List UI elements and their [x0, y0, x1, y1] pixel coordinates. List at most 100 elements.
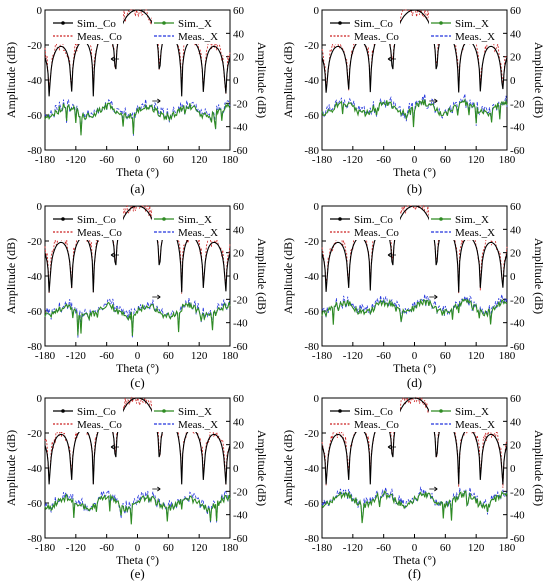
y-right-tick-label: 40	[510, 28, 522, 40]
x-tick-label: 180	[222, 154, 239, 166]
legend-sim-co-marker	[61, 409, 65, 413]
y-left-tick-label: -20	[27, 428, 42, 440]
x-tick-label: -180	[35, 154, 56, 166]
x-tick-label: -180	[312, 154, 333, 166]
y-right-tick-label: 0	[510, 463, 516, 475]
y-left-tick-label: -80	[304, 533, 319, 545]
legend-meas-x-label: Meas._X	[178, 31, 218, 43]
y-right-tick-label: 0	[233, 271, 239, 283]
legend-sim-co-label: Sim._Co	[77, 214, 116, 226]
series-sim-co	[44, 397, 231, 485]
x-tick-label: 180	[499, 154, 516, 166]
x-axis-label: Theta (°)	[393, 553, 436, 567]
y-left-axis-label: Amplitude (dB)	[281, 238, 295, 314]
legend-sim-x-marker	[162, 409, 166, 413]
legend-right-bg	[429, 210, 503, 240]
panel-caption: (b)	[407, 181, 422, 196]
chart-panel: 0 -20 -40 -60 -80 60 40 20 0 -20 -40 -60 -180 -120 -60…	[4, 201, 269, 375]
x-tick-label: 60	[440, 350, 452, 362]
y-right-tick-label: -20	[233, 486, 248, 498]
y-right-axis-label: Amplitude (dB)	[255, 238, 269, 314]
legend-meas-x-label: Meas._X	[178, 227, 218, 239]
x-tick-label: 60	[163, 154, 175, 166]
legend-sim-x-marker	[439, 217, 443, 221]
y-right-tick-label: 20	[510, 52, 522, 64]
legend-meas-co-label: Meas._Co	[354, 419, 399, 431]
chart-panel: 0 -20 -40 -60 -80 60 40 20 0 -20 -40 -60 -180 -120 -60…	[281, 393, 546, 567]
y-right-tick-label: 60	[233, 393, 245, 405]
x-tick-label: -60	[376, 542, 391, 554]
y-left-tick-label: -60	[27, 110, 42, 122]
y-left-axis-label: Amplitude (dB)	[4, 430, 18, 506]
series-sim-co	[321, 9, 508, 93]
panel-caption: (e)	[130, 566, 144, 581]
y-right-tick-label: -60	[233, 341, 248, 353]
x-tick-label: 120	[468, 350, 485, 362]
y-right-tick-label: -20	[510, 98, 525, 110]
legend-sim-x-label: Sim._X	[178, 18, 212, 30]
y-left-tick-label: -40	[27, 75, 42, 87]
right-axis-arrow	[429, 486, 438, 492]
y-right-axis-label: Amplitude (dB)	[532, 42, 546, 118]
y-left-tick-label: -20	[27, 236, 42, 248]
x-tick-label: -120	[66, 154, 87, 166]
x-tick-label: 120	[468, 542, 485, 554]
y-left-tick-label: -80	[27, 145, 42, 157]
x-tick-label: 60	[440, 542, 452, 554]
y-right-tick-label: -60	[510, 341, 525, 353]
y-right-tick-label: 0	[233, 463, 239, 475]
panel-caption: (a)	[130, 181, 144, 196]
right-axis-arrow	[429, 98, 438, 104]
y-right-axis-label: Amplitude (dB)	[532, 430, 546, 506]
series-sim-co	[321, 205, 508, 293]
legend-sim-co-label: Sim._Co	[354, 18, 393, 30]
y-right-tick-label: 40	[510, 224, 522, 236]
x-tick-label: 60	[440, 154, 452, 166]
y-right-tick-label: 20	[233, 248, 245, 260]
legend-sim-x-marker	[162, 21, 166, 25]
x-tick-label: 180	[499, 542, 516, 554]
legend-sim-co-marker	[338, 409, 342, 413]
legend-meas-co-label: Meas._Co	[77, 419, 122, 431]
x-tick-label: -120	[343, 542, 364, 554]
legend-sim-co-label: Sim._Co	[354, 406, 393, 418]
legend-right-bg	[152, 210, 226, 240]
y-right-tick-label: 20	[233, 52, 245, 64]
panel-caption: (c)	[130, 375, 144, 390]
series-meas-co	[44, 9, 231, 94]
legend-left-bg	[328, 210, 400, 240]
series-sim-x	[321, 490, 508, 524]
x-tick-label: -60	[376, 350, 391, 362]
x-tick-label: -180	[35, 350, 56, 362]
y-right-tick-label: 20	[510, 440, 522, 452]
x-axis-label: Theta (°)	[116, 165, 159, 179]
series-sim-x	[44, 301, 231, 336]
y-right-tick-label: 40	[233, 28, 245, 40]
chart-panel: 0 -20 -40 -60 -80 60 40 20 0 -20 -40 -60 -180 -120 -60…	[4, 5, 269, 179]
legend-sim-x-label: Sim._X	[455, 214, 489, 226]
series-sim-x	[321, 98, 508, 128]
legend-left-bg	[51, 402, 123, 432]
x-tick-label: 0	[412, 154, 418, 166]
legend-sim-co-label: Sim._Co	[77, 406, 116, 418]
x-tick-label: -180	[35, 542, 56, 554]
right-axis-arrow	[429, 294, 438, 300]
legend-sim-co-marker	[338, 217, 342, 221]
y-right-tick-label: -20	[233, 98, 248, 110]
y-right-tick-label: 40	[233, 224, 245, 236]
legend-sim-co-label: Sim._Co	[354, 214, 393, 226]
x-tick-label: -180	[312, 542, 333, 554]
y-right-tick-label: -60	[510, 145, 525, 157]
y-right-tick-label: -20	[233, 294, 248, 306]
y-left-tick-label: -20	[304, 40, 319, 52]
x-tick-label: 0	[135, 542, 141, 554]
x-tick-label: -120	[66, 350, 87, 362]
series-meas-x	[321, 294, 508, 324]
y-left-tick-label: -40	[27, 463, 42, 475]
legend-sim-x-label: Sim._X	[455, 18, 489, 30]
